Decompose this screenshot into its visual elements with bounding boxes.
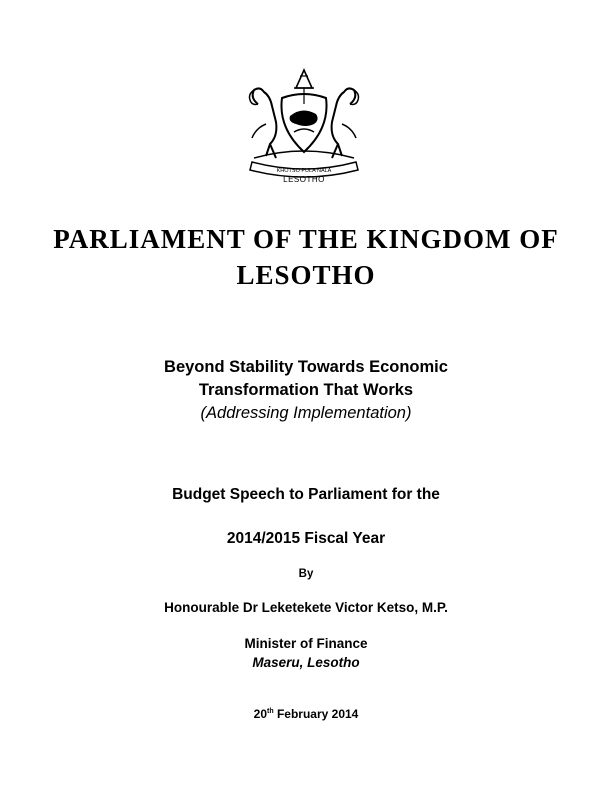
coat-of-arms-graphic: KHOTSO PULA NALA [248,68,360,178]
speech-date: 20th February 2014 [40,707,572,721]
date-suffix: th [267,708,274,715]
document-title-line-1: PARLIAMENT OF THE KINGDOM OF [53,224,559,254]
speech-title-line-1: Budget Speech to Parliament for the [172,486,440,503]
author-role: Minister of Finance [244,636,368,651]
emblem-label: LESOTHO [283,175,325,184]
theme-parenthetical: (Addressing Implementation) [200,404,412,422]
document-title-line-2: LESOTHO [236,260,376,290]
author-location: Maseru, Lesotho [252,655,360,670]
speech-title-line-2: 2014/2015 Fiscal Year [226,530,386,547]
theme-line-1: Beyond Stability Towards Economic [164,358,448,376]
author-name: Honourable Dr Leketekete Victor Ketso, M… [164,600,448,615]
date-rest: February 2014 [273,707,359,721]
by-label: By [298,568,314,580]
theme-line-2: Transformation That Works [198,381,414,399]
motto-text: KHOTSO PULA NALA [277,168,332,174]
date-day: 20 [253,707,268,721]
coat-of-arms-emblem: KHOTSO PULA NALA [236,66,372,192]
